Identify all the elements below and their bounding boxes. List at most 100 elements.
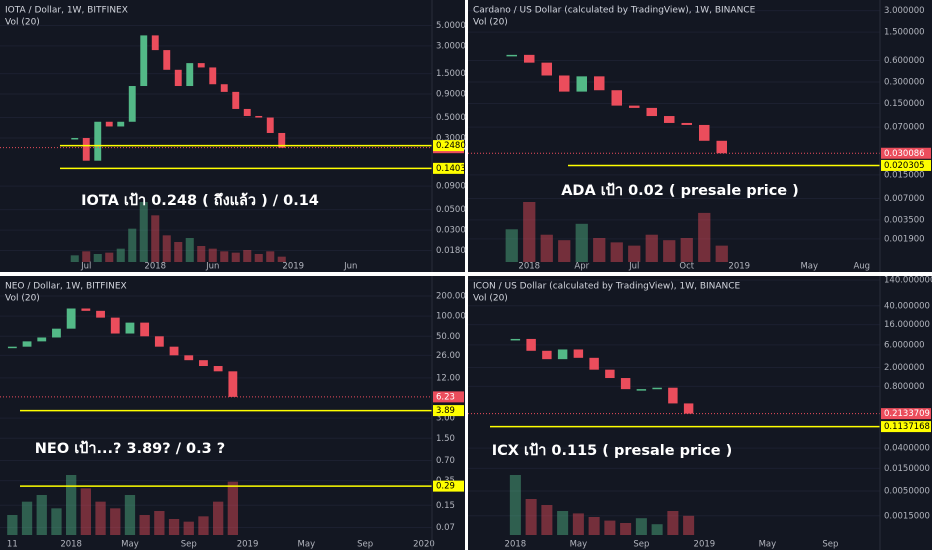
y-tick-label: 1.5000 [436,69,466,79]
volume-bar [593,238,606,262]
last-price-box [881,147,931,159]
volume-bar [174,242,183,262]
candle [154,336,164,347]
volume-bar [610,242,623,262]
volume-bar [243,250,252,262]
annotation: NEO เป้า...? 3.89? / 0.3 ? [35,440,225,457]
candle [197,63,205,68]
y-tick-label: 0.150000 [884,99,925,109]
volume-bar [540,234,553,262]
candle [524,54,535,63]
candle [542,350,552,360]
volume-bar [139,515,150,535]
candle [576,76,587,92]
candle [573,349,584,358]
y-tick-label: 0.07 [436,523,455,533]
volume-bar [197,246,206,262]
chart-panel [0,276,465,550]
volume-bar [715,245,728,262]
volume-bar [227,481,238,535]
candle [71,137,79,140]
y-tick-label: 3.0000 [436,41,466,51]
y-tick-label: 12.00 [436,373,460,383]
y-tick-label: 0.600000 [884,56,925,66]
y-tick-label: 0.0400000 [884,444,930,454]
volume-bar [36,495,47,535]
candle [699,124,710,141]
volume-bar [124,495,136,535]
y-tick-label: 0.15 [436,501,455,511]
volume-bar [254,254,263,262]
chart-title: NEO / Dollar, 1W, BITFINEX [5,282,127,292]
y-tick-label: 3.00 [436,414,455,424]
x-tick-label: Jun [205,262,219,272]
x-tick-label: May [298,540,316,550]
y-tick-label: 0.70 [436,456,455,466]
volume-bar [683,515,695,535]
volume-bar [698,212,711,262]
volume-bar [82,251,91,262]
level-box [433,480,464,492]
y-tick-label: 0.007000 [884,194,925,204]
volume-bar [266,251,275,262]
x-tick-label: 2018 [144,262,166,272]
x-tick-label: Sep [633,540,649,550]
y-tick-label: 3.000000 [884,6,925,16]
volume-bar [116,248,125,262]
volume-label: Vol (20) [473,294,508,304]
volume-bar [231,252,240,262]
volume-bar [105,252,114,262]
volume-bar [558,240,571,262]
y-tick-label: 200.00 [436,291,466,301]
volume-bar [110,508,121,535]
y-tick-label: 0.0150000 [884,464,930,474]
candle [594,76,605,91]
volume-bar [588,517,600,535]
candle [526,338,536,351]
volume-bar [128,228,137,262]
annotation: ICX เป้า 0.115 ( presale price ) [492,442,732,459]
x-tick-label: Jul [628,262,639,272]
candle [220,84,228,92]
volume-bar [277,256,286,262]
candle [611,90,622,106]
annotation: ADA เป้า 0.02 ( presale price ) [561,182,799,199]
candle [636,389,647,391]
candle [125,322,135,334]
volume-label: Vol (20) [5,18,40,28]
x-tick-label: May [121,540,139,550]
x-tick-label: 2019 [237,540,259,550]
volume-bar [523,202,536,262]
candle [716,140,727,154]
volume-bar [663,240,676,262]
x-tick-label: 2019 [282,262,304,272]
volume-bar [7,515,18,535]
volume-bar [667,511,679,535]
y-tick-label: 0.3000 [436,133,466,143]
candle [664,116,675,123]
volume-bar [185,238,194,262]
y-tick-label: 0.015000 [884,170,925,180]
x-tick-label: Apr [574,262,589,272]
candle [683,403,694,414]
y-tick-label: 140.000000 [884,275,932,285]
y-tick-label: 0.0180 [436,246,466,256]
candle [605,369,615,379]
x-tick-label: 2020 [413,540,435,550]
chart-title: IOTA / Dollar, 1W, BITFINEX [5,6,128,16]
level-box [433,405,464,417]
y-tick-label: 1.500000 [884,28,925,38]
chart-panel [0,0,465,272]
y-tick-label: 0.070000 [884,123,925,133]
candle [96,310,105,318]
volume-bar [154,511,165,535]
level-label: 3.89 [436,406,455,416]
y-tick-label: 0.0050000 [884,486,930,496]
volume-bar [183,521,194,535]
candle [52,328,61,338]
level-box [433,140,464,152]
volume-bar [93,254,102,262]
x-tick-label: 2018 [518,262,540,272]
y-tick-label: 0.800000 [884,382,925,392]
